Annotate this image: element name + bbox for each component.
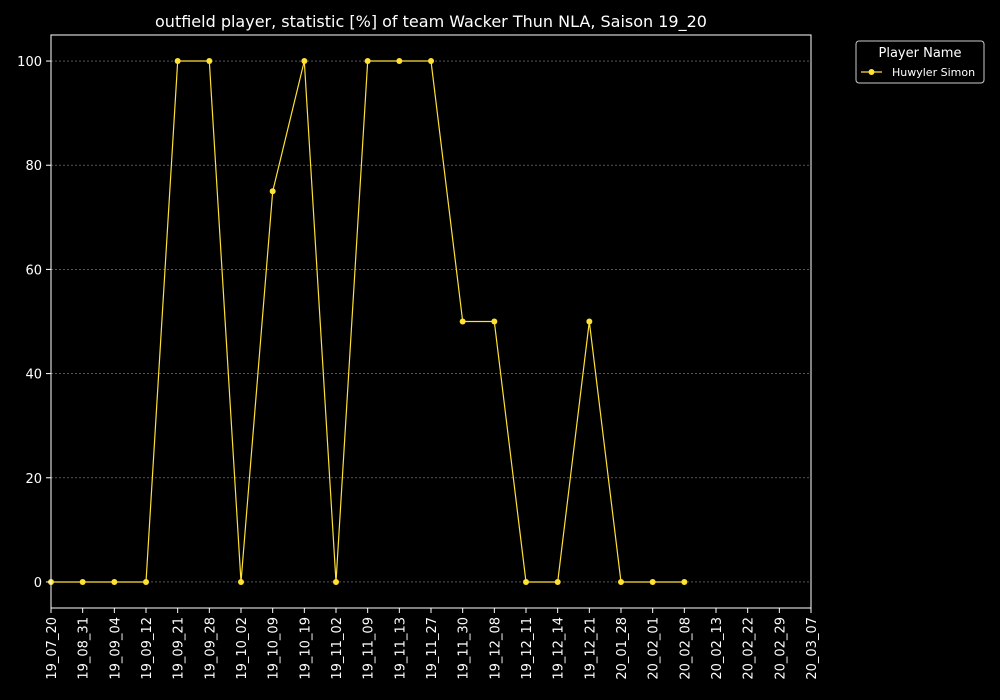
- data-point[interactable]: [79, 578, 86, 585]
- x-tick-label: 20_02_22: [742, 617, 757, 680]
- plot-frame: [50, 34, 812, 609]
- data-point[interactable]: [586, 318, 593, 325]
- x-tick-label: 19_11_02: [330, 617, 345, 680]
- x-tick-label: 19_12_14: [552, 617, 567, 680]
- data-point[interactable]: [428, 58, 434, 65]
- x-tick-label: 19_07_20: [45, 617, 60, 680]
- data-point[interactable]: [143, 578, 149, 585]
- x-axis-ticks: 19_07_20 19_08_31 19_09_04 19_09_12 19_09_21…: [45, 608, 820, 680]
- x-tick-label: 20_01_28: [615, 617, 630, 680]
- data-point[interactable]: [554, 578, 561, 585]
- x-tick-label: 20_02_29: [773, 617, 788, 680]
- data-point[interactable]: [333, 578, 339, 585]
- series-layer: [48, 58, 688, 585]
- x-tick-label: 19_10_09: [267, 617, 282, 680]
- x-tick-label: 20_02_13: [710, 617, 725, 680]
- data-point[interactable]: [649, 578, 656, 585]
- chart-title: outfield player, statistic [%] of team W…: [155, 12, 707, 32]
- data-point[interactable]: [269, 188, 276, 195]
- x-tick-label: 19_09_28: [203, 617, 218, 680]
- x-tick-label: 19_11_13: [393, 617, 408, 680]
- data-point[interactable]: [396, 58, 403, 65]
- y-axis-ticks: 0 20 40 60 80 100: [17, 55, 51, 591]
- legend-title: Player Name: [879, 46, 962, 61]
- x-tick-label: 19_12_21: [583, 617, 598, 680]
- data-point[interactable]: [618, 578, 624, 585]
- data-point[interactable]: [459, 318, 466, 325]
- data-point[interactable]: [301, 58, 308, 65]
- legend-label-series: Huwyler Simon: [892, 66, 975, 79]
- legend-box: [855, 40, 985, 84]
- y-tick-label: 40: [25, 368, 42, 383]
- legend-swatch-marker: [868, 69, 875, 75]
- x-tick-label: 19_11_09: [362, 617, 377, 680]
- data-point[interactable]: [174, 58, 181, 65]
- x-tick-label: 20_02_08: [678, 617, 693, 680]
- data-point[interactable]: [238, 578, 244, 585]
- y-tick-label: 100: [17, 55, 42, 70]
- data-point[interactable]: [206, 58, 213, 65]
- x-tick-label: 19_10_19: [298, 617, 313, 680]
- grid-lines: [51, 60, 811, 583]
- x-tick-label: 19_10_02: [235, 617, 250, 680]
- data-point[interactable]: [364, 58, 371, 65]
- x-tick-label: 20_02_01: [647, 617, 662, 680]
- data-point[interactable]: [681, 578, 688, 585]
- x-tick-label: 19_08_31: [77, 617, 92, 680]
- x-tick-label: 20_03_07: [805, 617, 820, 680]
- data-point[interactable]: [111, 578, 118, 585]
- y-tick-label: 60: [25, 263, 42, 278]
- x-tick-label: 19_12_08: [488, 617, 503, 680]
- data-point[interactable]: [523, 578, 529, 585]
- x-tick-label: 19_11_30: [457, 617, 472, 680]
- y-tick-label: 0: [34, 576, 42, 591]
- y-tick-label: 80: [25, 159, 42, 174]
- x-tick-label: 19_09_21: [172, 617, 187, 680]
- x-tick-label: 19_12_11: [520, 617, 535, 680]
- legend[interactable]: Player Name Huwyler Simon: [855, 40, 985, 84]
- y-tick-label: 20: [25, 472, 42, 487]
- x-tick-label: 19_11_27: [425, 617, 440, 680]
- x-tick-label: 19_09_04: [108, 617, 123, 680]
- data-point[interactable]: [491, 318, 498, 325]
- x-tick-label: 19_09_12: [140, 617, 155, 680]
